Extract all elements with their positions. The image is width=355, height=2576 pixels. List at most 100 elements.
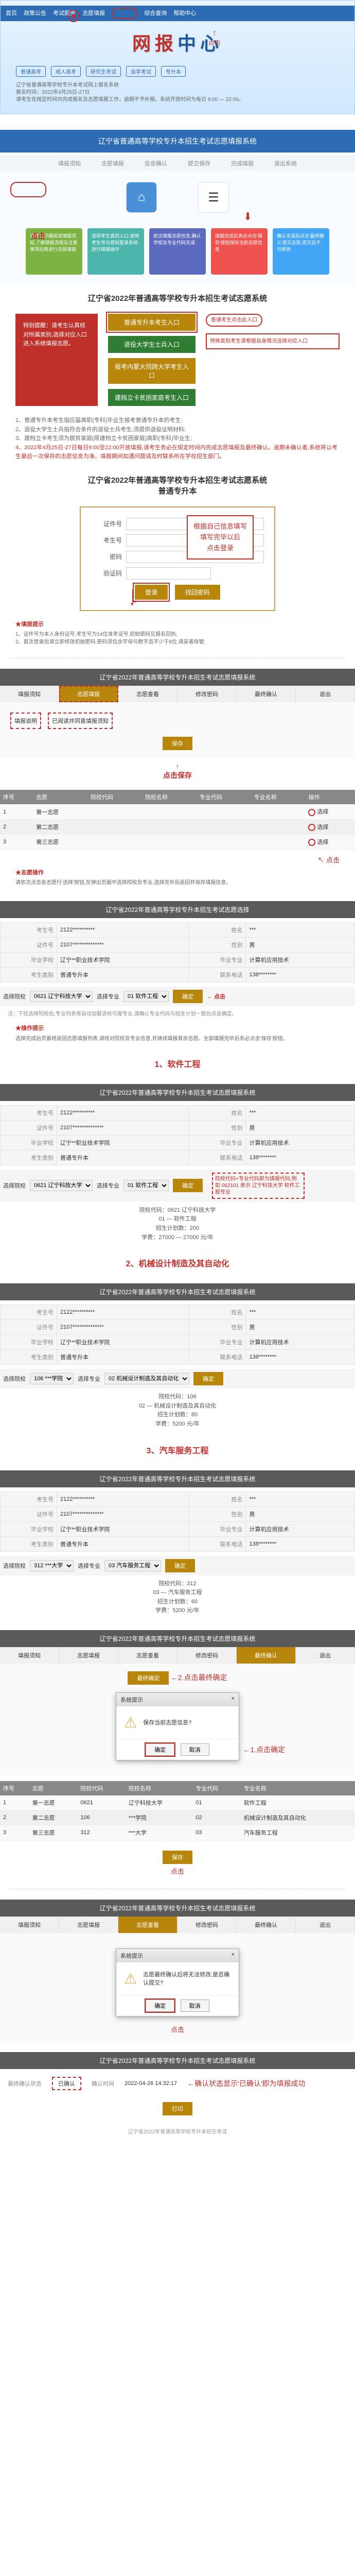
- confirm-button[interactable]: 确定: [193, 1372, 223, 1385]
- final-note: ←确认状态显示'已确认'即为填报成功: [187, 2078, 305, 2089]
- tab-header: 辽宁省2022年普通高等学校专升本招生考试志愿填报系统: [0, 2052, 355, 2069]
- tab-body: 填报说明 已阅读并同意填报须知 保存: [0, 702, 355, 758]
- tab-item[interactable]: 修改密码: [177, 686, 237, 702]
- tab-item[interactable]: 退出: [296, 1647, 355, 1664]
- tab-item[interactable]: 普通高考: [16, 66, 46, 77]
- select-radio[interactable]: [308, 824, 315, 831]
- label-id: 证件号: [91, 519, 122, 528]
- tab-item[interactable]: 成人高考: [51, 66, 81, 77]
- tab-item-active[interactable]: 志愿填报: [59, 686, 118, 702]
- select-bar-4: 选择院校 312 ***大学 选择专业 03 汽车服务工程 确定: [0, 1556, 355, 1575]
- select-major[interactable]: 03 汽车服务工程: [104, 1560, 161, 1571]
- tab-item[interactable]: 填报须知: [0, 686, 59, 702]
- filled-table: 序号志愿院校代码 院校名称专业代码专业名称 1第一志愿0621辽宁科技大学01软…: [0, 1781, 355, 1840]
- input-captcha[interactable]: [126, 567, 211, 580]
- flow-step: 填报须知: [58, 159, 81, 167]
- close-icon[interactable]: ×: [232, 1952, 235, 1960]
- dialog-ok-button[interactable]: 确定: [146, 1743, 174, 1756]
- select-school[interactable]: 312 ***大学: [30, 1560, 74, 1571]
- major-2-info: 院校代码：10602 — 机械设计制造及其自动化 招生计划数：80学费：5200…: [0, 1388, 355, 1433]
- tab-bar: 填报须知 志愿填报 志愿查看 修改密码 最终确认 退出: [0, 1647, 355, 1664]
- flow-step: 信息确认: [145, 159, 167, 167]
- tab-item[interactable]: 志愿查看: [118, 686, 177, 702]
- menu-item[interactable]: 帮助中心: [173, 10, 196, 16]
- select-school[interactable]: 0621 辽宁科技大学: [30, 991, 93, 1002]
- click-annotation: ↖ 点击: [0, 855, 355, 865]
- tab-item[interactable]: 填报须知: [0, 1917, 59, 1933]
- entry-button-poverty[interactable]: 建档立卡贫困家庭考生入口: [108, 389, 196, 406]
- tab-item-active[interactable]: 志愿查看: [118, 1917, 177, 1933]
- redbox-agree[interactable]: 已阅读并同意填报须知: [48, 713, 113, 729]
- flow-icon-home[interactable]: ⌂: [126, 182, 157, 213]
- save-button[interactable]: 保存: [163, 1851, 192, 1864]
- th: 院校代码: [87, 790, 142, 804]
- menu-item[interactable]: 首页: [6, 10, 17, 16]
- tab-item[interactable]: 最终确认: [237, 1917, 296, 1933]
- info-table: 考生号2122**********姓名***证件号2107***********…: [0, 922, 355, 982]
- select-major[interactable]: 01 软件工程: [123, 991, 169, 1002]
- tab-item[interactable]: 修改密码: [177, 1647, 237, 1664]
- entry-title: 辽宁省2022年普通高等学校专升本招生考试志愿系统: [0, 285, 355, 309]
- entry-notice: 1、普通专升本考生指应届高职(专科)毕业生报考普通专升本的考生; 2、退役大学生…: [0, 411, 355, 467]
- notice-item: 2、退役大学生士兵指符合条件的退役士兵考生,须提供退役证明材料;: [15, 426, 340, 435]
- confirm-button[interactable]: 确定: [173, 990, 203, 1003]
- flow-icon-form[interactable]: ☰: [198, 182, 229, 213]
- entry-button-veteran[interactable]: 退役大学生士兵入口: [108, 336, 196, 353]
- tab-item[interactable]: 退出: [296, 686, 355, 702]
- confirm-button[interactable]: 确定: [173, 1179, 203, 1192]
- final-label: 确认时间: [92, 2079, 114, 2088]
- ops-text: 请依次点击各志愿行'选择'按钮,在弹出页面中选择院校及专业,选择完毕后返回并保存…: [15, 879, 340, 887]
- select-major[interactable]: 02 机械设计制造及其自动化: [104, 1373, 189, 1384]
- label-school: 选择院校: [3, 1181, 26, 1190]
- dialog-ok-button[interactable]: 确定: [146, 1999, 174, 2012]
- arrow-down-icon: ⬇: [243, 210, 252, 223]
- tip-item: 1、证件号为本人身份证号,考生号为14位准考证号,初始密码见报名回执;: [15, 631, 340, 638]
- label-major: 选择专业: [97, 1181, 119, 1190]
- flow-card: 选择考生类别入口,使用考生号与密码登录系统进行填报操作: [87, 228, 144, 275]
- entry-side-box: 特殊类别考生请根据自身情况选择对应入口: [206, 333, 340, 349]
- bullet-circle-icon: [67, 10, 80, 22]
- tab-item[interactable]: 专升本: [161, 66, 186, 77]
- save-button[interactable]: 保存: [163, 737, 192, 750]
- label-school: 选择院校: [3, 992, 26, 1001]
- dialog-cancel-button[interactable]: 取消: [181, 1743, 209, 1756]
- entry-button-cross[interactable]: 报考内蒙大同跨大学考生入口: [108, 358, 196, 384]
- tab-item[interactable]: 填报须知: [0, 1647, 59, 1664]
- label-pwd: 密码: [91, 552, 122, 561]
- step1-annotation: ←1.点击确定: [243, 1744, 285, 1755]
- dialog-cancel-button[interactable]: 取消: [181, 1999, 209, 2012]
- code-explain-box: 院校代码+专业代码即为填报代码,例如 062101 表示 辽宁科技大学 软件工程…: [212, 1173, 305, 1199]
- footer: 辽宁省2022年普通高等学校专升本招生考试: [0, 2120, 355, 2148]
- close-icon[interactable]: ×: [232, 1696, 235, 1704]
- select-major[interactable]: 01 软件工程: [123, 1180, 169, 1191]
- ops-title: ★志愿操作: [15, 869, 340, 877]
- login-overlay-tip: 根据自己信息填写 填写完毕以后 点击登录: [187, 515, 254, 560]
- tab-item[interactable]: 志愿查看: [118, 1647, 177, 1664]
- menu-item[interactable]: 政策公告: [24, 10, 46, 16]
- select-bar-3: 选择院校 106 ***学院 选择专业 02 机械设计制造及其自动化 确定: [0, 1369, 355, 1388]
- final-confirm-button[interactable]: 最终确定: [128, 1671, 169, 1685]
- entry-button-normal[interactable]: 普通专升本考生入口: [108, 314, 196, 331]
- select-radio[interactable]: [308, 809, 315, 816]
- reset-button[interactable]: 找回密码: [175, 585, 220, 600]
- select-radio[interactable]: [308, 839, 315, 846]
- tab-item-active[interactable]: 最终确认: [237, 1647, 296, 1664]
- tab-item[interactable]: 志愿填报: [59, 1917, 118, 1933]
- menu-item[interactable]: 志愿填报: [82, 10, 105, 16]
- final-dialog: 系统提示× ⚠志愿最终确认后将无法修改,是否确认提交? 确定 取消: [116, 1948, 239, 2016]
- tab-item[interactable]: 最终确认: [237, 686, 296, 702]
- tab-item[interactable]: 自学考试: [126, 66, 156, 77]
- click-annotation: 点击: [8, 2024, 347, 2034]
- select-school[interactable]: 0621 辽宁科技大学: [30, 1180, 93, 1191]
- login-button[interactable]: 登录: [135, 585, 168, 600]
- tab-item[interactable]: 修改密码: [177, 1917, 237, 1933]
- final-label: 最终确认状态: [8, 2079, 42, 2088]
- tab-item[interactable]: 研究生考试: [86, 66, 121, 77]
- menu-item[interactable]: 综合查询: [144, 10, 167, 16]
- select-school[interactable]: 106 ***学院: [30, 1373, 74, 1384]
- tab-item[interactable]: 退出: [296, 1917, 355, 1933]
- confirm-button[interactable]: 确定: [165, 1559, 195, 1572]
- tab-item[interactable]: 志愿填报: [59, 1647, 118, 1664]
- tip-title: ★操作提示: [15, 1024, 340, 1033]
- print-button[interactable]: 打印: [163, 2102, 192, 2115]
